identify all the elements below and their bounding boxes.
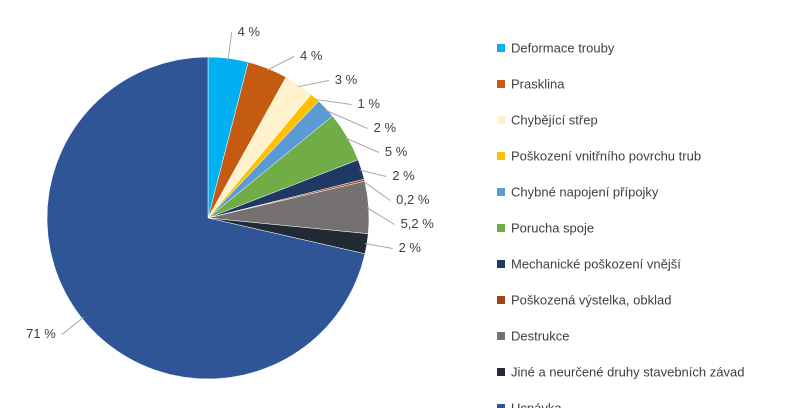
- leader-line: [359, 169, 387, 177]
- data-label: 3 %: [335, 72, 358, 87]
- legend-label: Porucha spoje: [511, 220, 594, 235]
- legend-swatch: [497, 188, 505, 196]
- legend-label: Mechanické poškození vnější: [511, 256, 681, 271]
- data-label: 5 %: [385, 144, 408, 159]
- legend-label: Poškozená výstelka, obklad: [511, 292, 671, 307]
- leader-line: [345, 137, 380, 153]
- legend-label: Chybné napojení přípojky: [511, 184, 659, 199]
- legend-swatch: [497, 152, 505, 160]
- legend-swatch: [497, 44, 505, 52]
- data-label: 2 %: [399, 240, 422, 255]
- leader-line: [227, 32, 233, 61]
- legend-label: Chybějící střep: [511, 112, 598, 127]
- legend-swatch: [497, 260, 505, 268]
- leader-line: [364, 243, 393, 249]
- leader-line: [266, 56, 295, 71]
- leader-line: [297, 80, 329, 88]
- legend-swatch: [497, 224, 505, 232]
- data-label: 4 %: [238, 24, 261, 39]
- legend-swatch: [497, 368, 505, 376]
- legend-label: Destrukce: [511, 328, 570, 343]
- legend-label: Ucpávka: [511, 400, 562, 408]
- leader-line: [324, 109, 368, 129]
- data-label: 4 %: [300, 48, 323, 63]
- data-label: 71 %: [26, 326, 56, 341]
- leader-line: [366, 207, 395, 225]
- leader-line: [61, 316, 85, 335]
- legend-label: Prasklina: [511, 76, 565, 91]
- legend-swatch: [497, 296, 505, 304]
- legend-label: Deformace trouby: [511, 40, 615, 55]
- data-label: 2 %: [374, 120, 397, 135]
- data-label: 1 %: [358, 96, 381, 111]
- data-label: 2 %: [392, 168, 415, 183]
- legend-label: Poškození vnitřního povrchu trub: [511, 148, 701, 163]
- legend-swatch: [497, 80, 505, 88]
- legend-swatch: [497, 116, 505, 124]
- leader-line: [313, 98, 352, 105]
- leader-line: [362, 180, 391, 201]
- legend-swatch: [497, 332, 505, 340]
- data-label: 0,2 %: [396, 192, 430, 207]
- legend-label: Jiné a neurčené druhy stavebních závad: [511, 364, 744, 379]
- data-label: 5,2 %: [401, 216, 435, 231]
- legend-swatch: [497, 404, 505, 408]
